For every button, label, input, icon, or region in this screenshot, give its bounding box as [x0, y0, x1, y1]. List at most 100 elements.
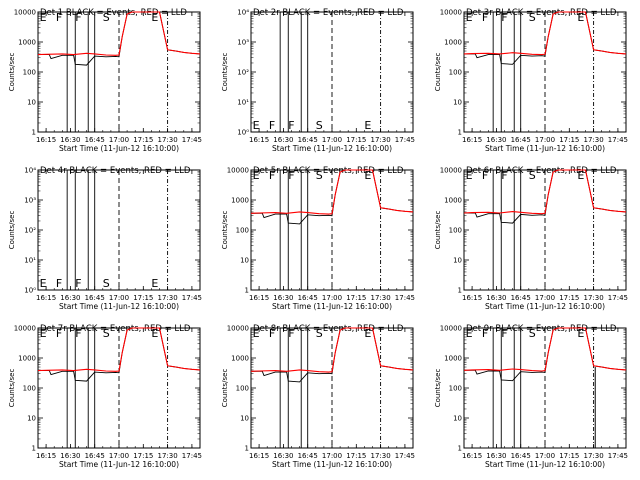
x-tick-label: 17:00: [322, 136, 342, 144]
x-tick-label: 17:15: [133, 452, 153, 460]
y-tick-label: 100: [449, 227, 462, 235]
x-tick-label: 17:30: [158, 136, 178, 144]
event-letter: E: [364, 327, 371, 340]
x-axis-label: Start Time (11-Jun-12 16:10:00): [272, 302, 392, 311]
x-tick-label: 16:15: [249, 136, 269, 144]
y-tick-label: 1000: [231, 355, 249, 363]
y-tick-label: 1000: [444, 197, 462, 205]
x-tick-label: 16:15: [462, 452, 482, 460]
panel-title: Det 5r BLACK = Events, RED = LLD: [253, 166, 404, 176]
x-axis-label: Start Time (11-Jun-12 16:10:00): [59, 302, 179, 311]
x-tick-label: 16:30: [273, 452, 293, 460]
x-tick-label: 17:15: [559, 136, 579, 144]
y-tick-label: 100: [449, 385, 462, 393]
panel-title: Det 7r BLACK = Events, RED = LLD: [40, 324, 191, 334]
y-tick-label: 10000: [227, 325, 249, 333]
x-tick-label: 16:15: [249, 294, 269, 302]
event-letter: F: [75, 277, 81, 290]
x-tick-label: 17:00: [535, 136, 555, 144]
y-tick-label: 1: [458, 445, 462, 453]
y-tick-label: 1: [32, 129, 36, 137]
y-tick-label: 1000: [231, 197, 249, 205]
x-tick-label: 17:45: [395, 294, 415, 302]
y-tick-label: 10²: [237, 69, 249, 77]
event-letter: E: [577, 11, 584, 24]
event-letter: F: [269, 327, 275, 340]
y-tick-label: 100: [23, 385, 36, 393]
event-letter: E: [151, 277, 158, 290]
y-tick-label: 100: [449, 69, 462, 77]
x-tick-label: 17:00: [535, 294, 555, 302]
event-letter: E: [40, 327, 47, 340]
lld-series-line: [250, 327, 414, 373]
y-tick-label: 1: [245, 445, 249, 453]
y-tick-label: 1000: [18, 39, 36, 47]
x-tick-label: 16:15: [36, 136, 56, 144]
x-tick-label: 16:30: [60, 452, 80, 460]
y-tick-label: 1000: [18, 355, 36, 363]
y-tick-label: 10: [453, 257, 462, 265]
x-tick-label: 16:15: [36, 294, 56, 302]
event-letter: F: [482, 169, 488, 182]
lld-series-line: [463, 169, 627, 215]
y-tick-label: 10000: [14, 325, 36, 333]
y-tick-label: 1: [32, 445, 36, 453]
x-tick-label: 17:00: [109, 136, 129, 144]
y-tick-label: 10: [240, 415, 249, 423]
y-tick-label: 10³: [24, 197, 36, 205]
y-tick-label: 10: [453, 415, 462, 423]
x-tick-label: 17:15: [346, 294, 366, 302]
lld-series-line: [37, 327, 201, 372]
x-tick-label: 17:45: [395, 136, 415, 144]
panel-title: Det 3r BLACK = Events, RED = LLD: [466, 8, 617, 18]
x-axis-label: Start Time (11-Jun-12 16:10:00): [272, 460, 392, 469]
panel-title: Det 1 BLACK = Events, RED = LLD: [40, 8, 187, 18]
y-axis-label: Counts/sec: [221, 369, 229, 408]
event-letter: F: [501, 327, 507, 340]
y-tick-label: 10⁰: [237, 129, 249, 137]
x-tick-label: 16:45: [85, 294, 105, 302]
y-tick-label: 1000: [444, 39, 462, 47]
x-tick-label: 16:30: [273, 136, 293, 144]
y-tick-label: 10: [27, 99, 36, 107]
x-tick-label: 16:45: [298, 294, 318, 302]
y-tick-label: 100: [236, 227, 249, 235]
event-letter: E: [364, 169, 371, 182]
x-tick-label: 17:00: [109, 294, 129, 302]
event-letter: E: [577, 327, 584, 340]
event-letter: F: [269, 119, 275, 132]
y-tick-label: 1: [458, 129, 462, 137]
event-letter: S: [103, 277, 110, 290]
event-letter: S: [316, 119, 323, 132]
y-tick-label: 1000: [444, 355, 462, 363]
event-letter: F: [56, 11, 62, 24]
y-tick-label: 10000: [14, 9, 36, 17]
x-tick-label: 17:30: [371, 294, 391, 302]
detector-panel-6: Det 6r BLACK = Events, RED = LLD 16:15 16:…: [434, 166, 628, 311]
event-letter: E: [364, 119, 371, 132]
x-tick-label: 16:45: [298, 136, 318, 144]
event-letter: F: [482, 11, 488, 24]
y-tick-label: 10⁴: [237, 9, 249, 17]
detector-panel-1: Det 1 BLACK = Events, RED = LLD 16:15 16:3…: [8, 8, 202, 153]
y-tick-label: 10²: [24, 227, 36, 235]
event-letter: S: [103, 327, 110, 340]
event-letter: E: [253, 327, 260, 340]
event-letter: F: [288, 119, 294, 132]
x-axis-label: Start Time (11-Jun-12 16:10:00): [485, 144, 605, 153]
y-axis-label: Counts/sec: [8, 53, 16, 92]
x-tick-label: 16:45: [85, 136, 105, 144]
x-tick-label: 16:30: [273, 294, 293, 302]
x-tick-label: 17:45: [182, 294, 202, 302]
event-letter: S: [316, 169, 323, 182]
x-tick-label: 16:15: [462, 136, 482, 144]
y-tick-label: 10000: [440, 9, 462, 17]
event-letter: F: [288, 327, 294, 340]
y-axis-label: Counts/sec: [221, 53, 229, 92]
x-tick-label: 17:45: [395, 452, 415, 460]
event-letter: E: [466, 169, 473, 182]
event-letter: F: [269, 169, 275, 182]
detector-panel-5: Det 5r BLACK = Events, RED = LLD 16:15 16:…: [221, 166, 415, 311]
x-tick-label: 17:30: [584, 294, 604, 302]
x-tick-label: 17:00: [322, 294, 342, 302]
